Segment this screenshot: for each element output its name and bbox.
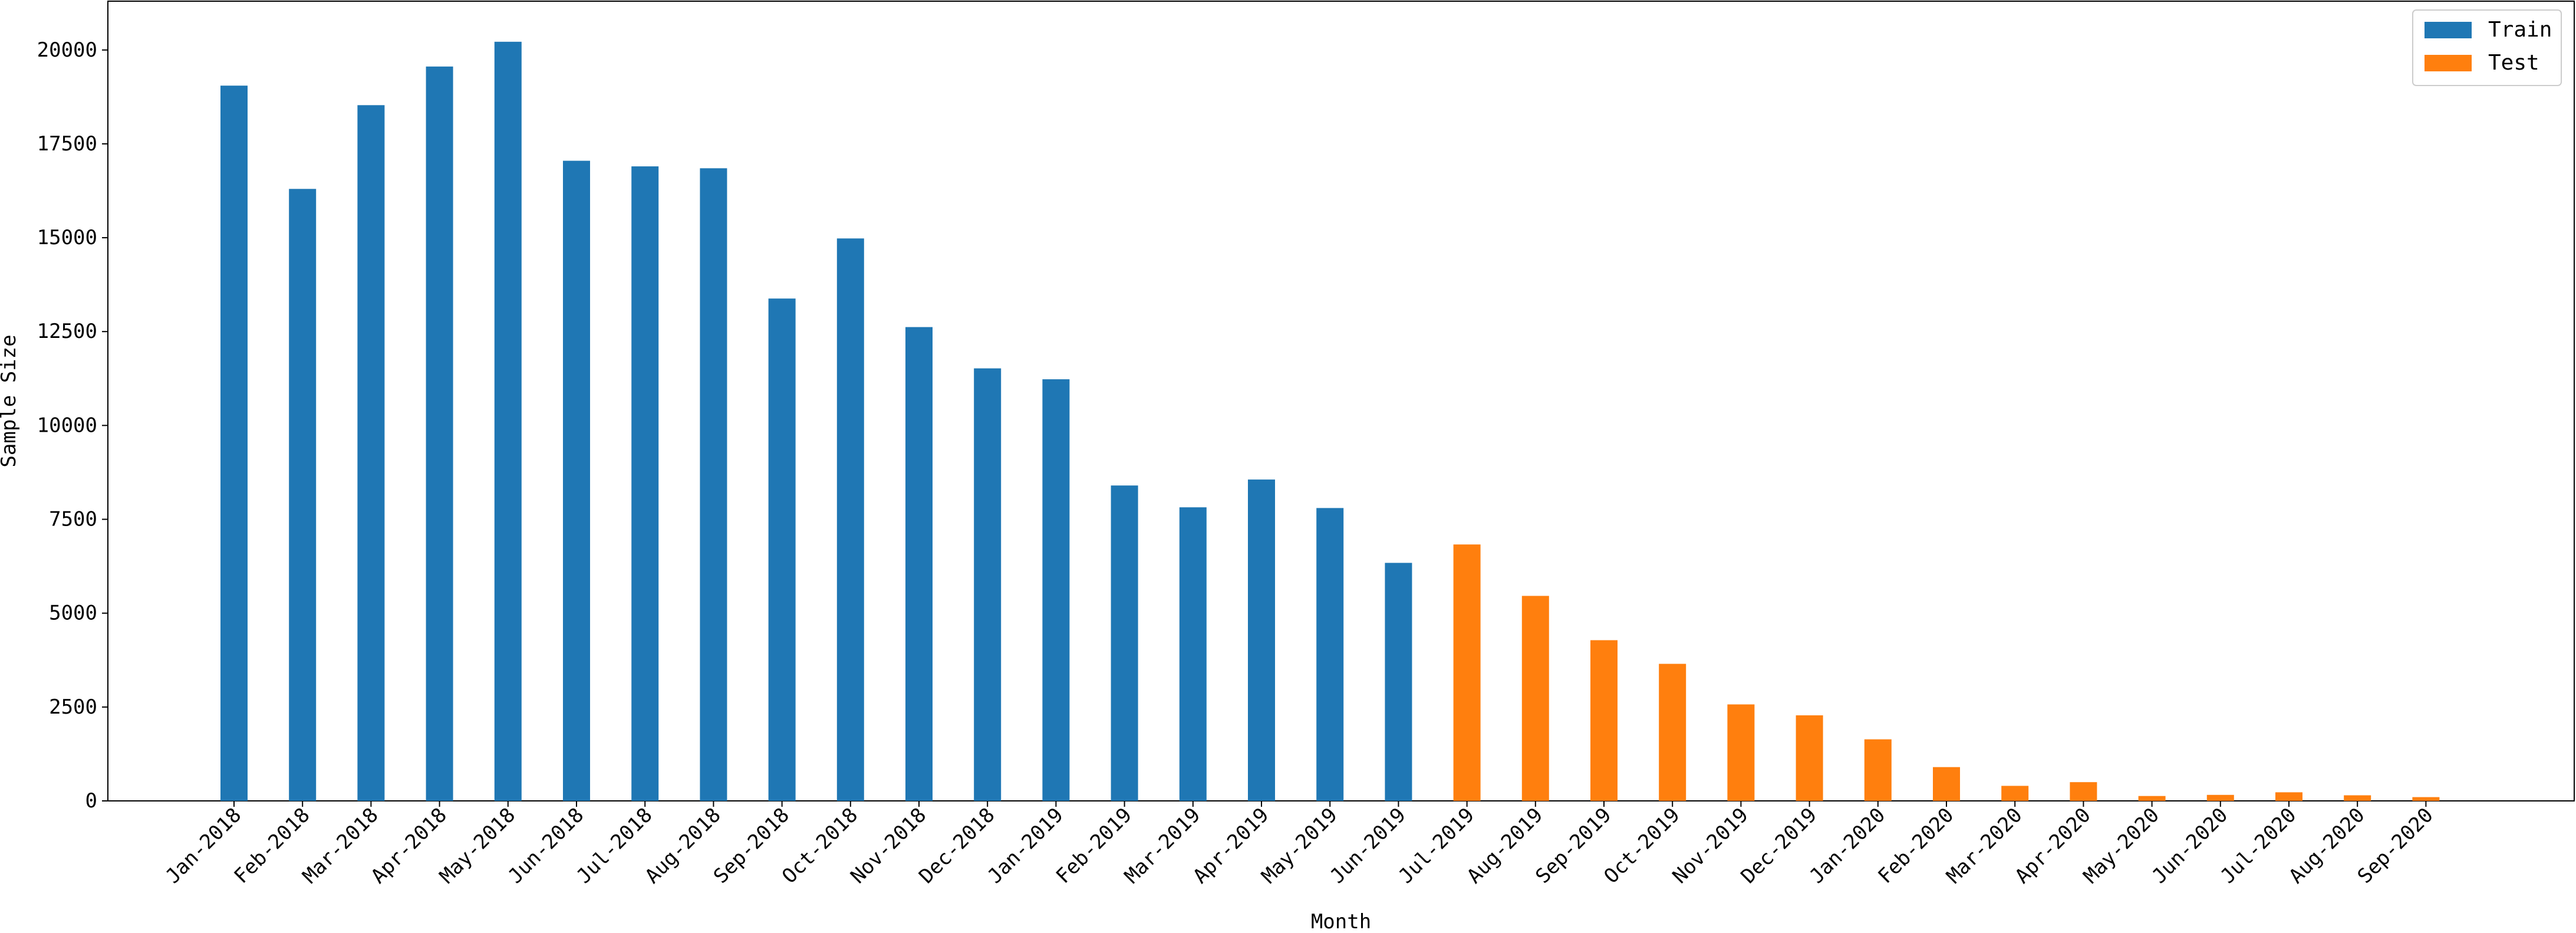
bar-test-apr-2020 [2070, 782, 2097, 801]
bar-test-aug-2020 [2344, 795, 2371, 801]
bar-train-jan-2018 [220, 86, 248, 801]
x-axis-label: Month [1311, 910, 1371, 933]
bars-group [220, 41, 2440, 801]
bar-train-jan-2019 [1042, 379, 1070, 801]
x-tick-label: Sep-2020 [2353, 803, 2438, 888]
bar-train-aug-2018 [700, 168, 727, 801]
y-tick-label: 5000 [49, 602, 97, 625]
bar-train-oct-2018 [836, 238, 864, 801]
bar-test-sep-2019 [1590, 640, 1618, 801]
bar-test-feb-2020 [1933, 767, 1960, 801]
bar-train-nov-2018 [905, 327, 933, 801]
bar-train-apr-2018 [426, 66, 453, 801]
bar-train-jun-2019 [1385, 563, 1412, 801]
bar-test-jan-2020 [1864, 739, 1892, 801]
y-tick-label: 10000 [37, 413, 97, 437]
legend-swatch-test [2425, 55, 2472, 71]
bar-train-mar-2018 [357, 105, 385, 801]
bar-test-aug-2019 [1521, 596, 1549, 801]
bar-train-feb-2019 [1111, 485, 1138, 801]
y-tick-label: 2500 [49, 695, 97, 719]
bar-train-dec-2018 [974, 368, 1002, 801]
bar-train-sep-2018 [768, 298, 796, 801]
bar-train-feb-2018 [289, 189, 317, 801]
y-tick-label: 17500 [37, 132, 97, 156]
bar-test-oct-2019 [1659, 663, 1686, 801]
y-tick-label: 15000 [37, 226, 97, 249]
bar-train-may-2019 [1316, 508, 1344, 801]
y-tick-label: 12500 [37, 320, 97, 343]
bar-test-jun-2020 [2206, 794, 2234, 801]
bar-test-may-2020 [2138, 796, 2166, 801]
y-axis-label: Sample Size [0, 334, 21, 467]
bar-test-jul-2020 [2275, 792, 2302, 801]
bar-test-jul-2019 [1453, 544, 1481, 801]
bar-train-may-2018 [494, 41, 522, 801]
y-tick-label: 0 [85, 789, 97, 813]
bar-train-jul-2018 [631, 166, 659, 801]
y-tick-label: 7500 [49, 508, 97, 531]
bar-test-nov-2019 [1727, 704, 1755, 801]
legend: Train Test [2412, 9, 2562, 86]
bar-test-mar-2020 [2001, 786, 2029, 801]
y-tick-label: 20000 [37, 38, 97, 62]
bar-train-apr-2019 [1248, 479, 1275, 801]
legend-label-train: Train [2488, 18, 2552, 42]
legend-swatch-train [2425, 22, 2472, 38]
y-axis: 0 2500 5000 7500 10000 12500 15000 17500 20000 [37, 38, 108, 813]
bar-train-jun-2018 [563, 160, 590, 801]
legend-label-test: Test [2488, 51, 2539, 75]
bar-test-sep-2020 [2412, 797, 2440, 801]
x-axis: Jan-2018Feb-2018Mar-2018Apr-2018May-2018… [161, 801, 2438, 888]
bar-test-dec-2019 [1796, 715, 1823, 801]
bar-train-mar-2019 [1179, 507, 1207, 801]
